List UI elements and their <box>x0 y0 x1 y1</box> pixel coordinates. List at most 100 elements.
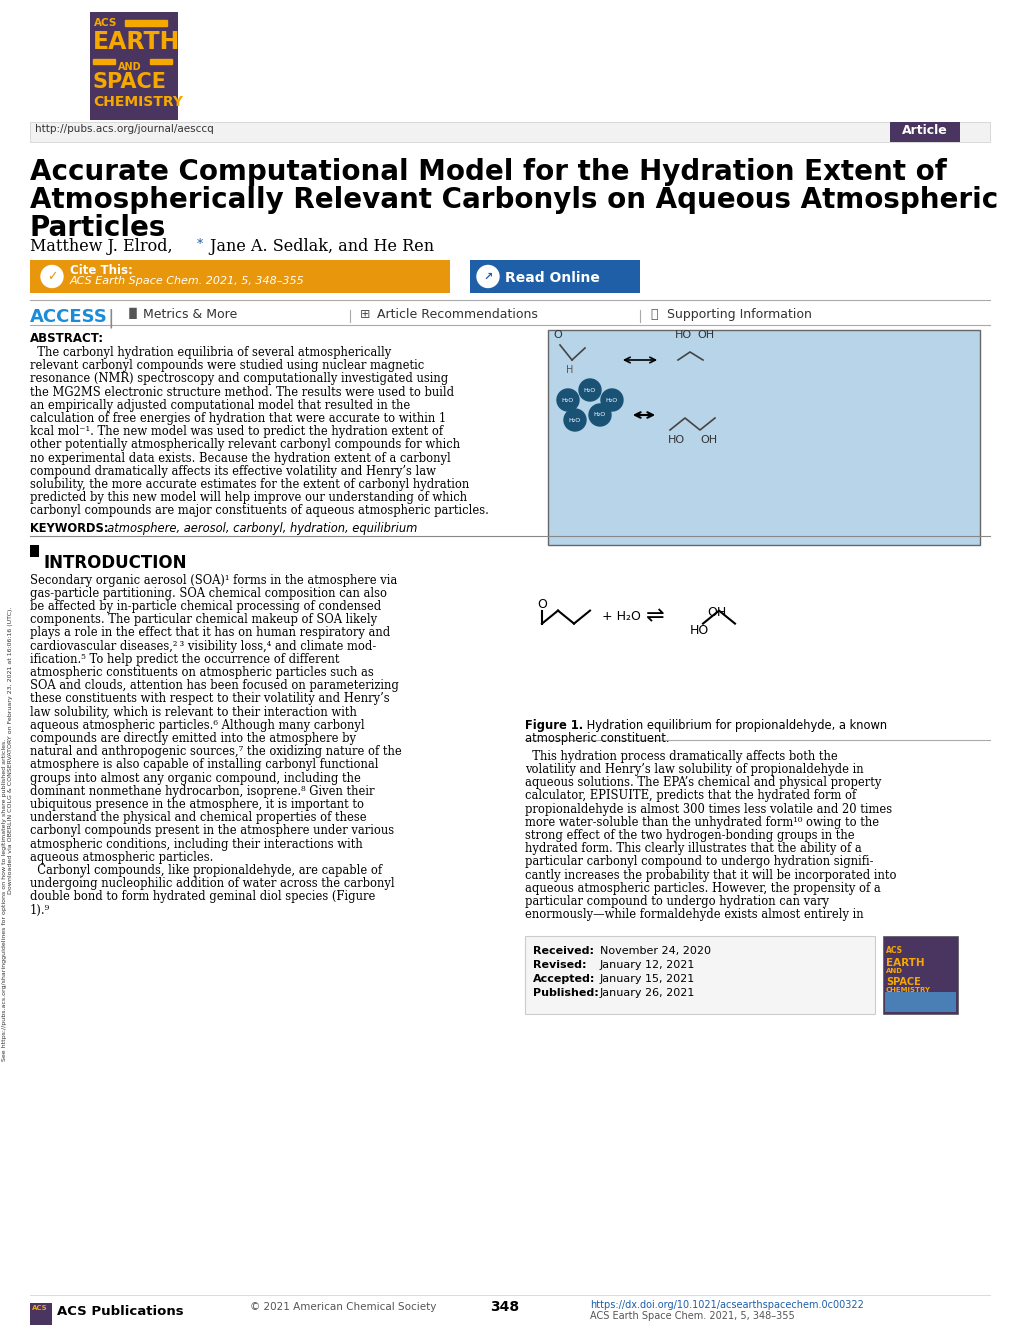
Text: SPACE: SPACE <box>93 72 167 92</box>
Text: The carbonyl hydration equilibria of several atmospherically: The carbonyl hydration equilibria of sev… <box>30 346 391 359</box>
Text: atmosphere is also capable of installing carbonyl functional: atmosphere is also capable of installing… <box>30 759 378 771</box>
Circle shape <box>579 379 600 402</box>
Text: relevant carbonyl compounds were studied using nuclear magnetic: relevant carbonyl compounds were studied… <box>30 359 424 372</box>
Text: H₂O: H₂O <box>605 398 618 403</box>
Text: ACCESS: ACCESS <box>30 308 108 325</box>
Text: ACS: ACS <box>94 17 117 28</box>
Text: 348: 348 <box>489 1301 519 1314</box>
Text: November 24, 2020: November 24, 2020 <box>599 946 710 956</box>
Text: double bond to form hydrated geminal diol species (Figure: double bond to form hydrated geminal dio… <box>30 890 375 903</box>
Text: resonance (NMR) spectroscopy and computationally investigated using: resonance (NMR) spectroscopy and computa… <box>30 372 447 386</box>
Text: HO: HO <box>689 623 708 636</box>
Text: ⓢ: ⓢ <box>649 308 657 321</box>
Text: January 15, 2021: January 15, 2021 <box>599 974 695 984</box>
Text: Atmospherically Relevant Carbonyls on Aqueous Atmospheric: Atmospherically Relevant Carbonyls on Aq… <box>30 185 998 213</box>
Bar <box>525 936 874 1014</box>
Bar <box>30 121 989 141</box>
Text: dominant nonmethane hydrocarbon, isoprene.⁸ Given their: dominant nonmethane hydrocarbon, isopren… <box>30 784 374 798</box>
Text: EARTH: EARTH <box>886 958 923 968</box>
Text: atmospheric constituent.: atmospheric constituent. <box>525 732 668 744</box>
Text: more water-soluble than the unhydrated form¹⁰ owing to the: more water-soluble than the unhydrated f… <box>525 816 878 828</box>
Text: understand the physical and chemical properties of these: understand the physical and chemical pro… <box>30 811 366 824</box>
Text: Accurate Computational Model for the Hydration Extent of: Accurate Computational Model for the Hyd… <box>30 157 946 185</box>
Text: natural and anthropogenic sources,⁷ the oxidizing nature of the: natural and anthropogenic sources,⁷ the … <box>30 746 401 758</box>
Text: plays a role in the effect that it has on human respiratory and: plays a role in the effect that it has o… <box>30 627 390 639</box>
Circle shape <box>41 265 63 288</box>
Text: ACS: ACS <box>886 946 902 955</box>
Text: carbonyl compounds are major constituents of aqueous atmospheric particles.: carbonyl compounds are major constituent… <box>30 504 488 518</box>
Text: an empirically adjusted computational model that resulted in the: an empirically adjusted computational mo… <box>30 399 410 412</box>
Text: other potentially atmospherically relevant carbonyl compounds for which: other potentially atmospherically releva… <box>30 439 460 451</box>
Text: undergoing nucleophilic addition of water across the carbonyl: undergoing nucleophilic addition of wate… <box>30 878 394 890</box>
Circle shape <box>556 390 579 411</box>
Text: OH: OH <box>699 435 716 446</box>
Text: calculation of free energies of hydration that were accurate to within 1: calculation of free energies of hydratio… <box>30 412 446 426</box>
Text: © 2021 American Chemical Society: © 2021 American Chemical Society <box>250 1302 436 1313</box>
Text: aqueous atmospheric particles.⁶ Although many carbonyl: aqueous atmospheric particles.⁶ Although… <box>30 719 364 732</box>
Bar <box>884 992 955 1013</box>
Text: propionaldehyde is almost 300 times less volatile and 20 times: propionaldehyde is almost 300 times less… <box>525 803 892 815</box>
Text: components. The particular chemical makeup of SOA likely: components. The particular chemical make… <box>30 614 377 626</box>
Text: ubiquitous presence in the atmosphere, it is important to: ubiquitous presence in the atmosphere, i… <box>30 798 364 811</box>
Text: ↗: ↗ <box>483 272 492 281</box>
Text: aqueous solutions. The EPA’s chemical and physical property: aqueous solutions. The EPA’s chemical an… <box>525 776 880 790</box>
Text: predicted by this new model will help improve our understanding of which: predicted by this new model will help im… <box>30 491 467 504</box>
Text: ACS: ACS <box>32 1305 48 1311</box>
Text: gas-particle partitioning. SOA chemical composition can also: gas-particle partitioning. SOA chemical … <box>30 587 386 600</box>
Text: Read Online: Read Online <box>504 271 599 285</box>
Text: INTRODUCTION: INTRODUCTION <box>44 554 187 571</box>
Text: Metrics & More: Metrics & More <box>143 308 237 321</box>
Text: compound dramatically affects its effective volatility and Henry’s law: compound dramatically affects its effect… <box>30 464 435 478</box>
Text: cantly increases the probability that it will be incorporated into: cantly increases the probability that it… <box>525 868 896 882</box>
Text: SPACE: SPACE <box>886 978 920 987</box>
Text: Article: Article <box>901 124 947 137</box>
Bar <box>470 260 639 293</box>
Text: hydrated form. This clearly illustrates that the ability of a: hydrated form. This clearly illustrates … <box>525 842 861 855</box>
Text: |: | <box>108 308 114 328</box>
Text: aqueous atmospheric particles. However, the propensity of a: aqueous atmospheric particles. However, … <box>525 882 879 895</box>
Bar <box>30 544 39 556</box>
Text: http://pubs.acs.org/journal/aesccq: http://pubs.acs.org/journal/aesccq <box>35 124 214 133</box>
Text: Matthew J. Elrod,: Matthew J. Elrod, <box>30 237 172 255</box>
Text: OH: OH <box>696 329 713 340</box>
Text: atmospheric conditions, including their interactions with: atmospheric conditions, including their … <box>30 838 363 851</box>
Circle shape <box>564 410 586 431</box>
Bar <box>30 1303 52 1325</box>
Text: Article Recommendations: Article Recommendations <box>377 308 537 321</box>
Text: Supporting Information: Supporting Information <box>666 308 811 321</box>
Text: Revised:: Revised: <box>533 960 586 970</box>
Text: enormously—while formaldehyde exists almost entirely in: enormously—while formaldehyde exists alm… <box>525 908 863 922</box>
Text: O: O <box>537 598 546 611</box>
Text: calculator, EPISUITE, predicts that the hydrated form of: calculator, EPISUITE, predicts that the … <box>525 790 855 802</box>
Text: January 12, 2021: January 12, 2021 <box>599 960 695 970</box>
Text: HO: HO <box>675 329 692 340</box>
Text: Accepted:: Accepted: <box>533 974 595 984</box>
Text: volatility and Henry’s law solubility of propionaldehyde in: volatility and Henry’s law solubility of… <box>525 763 863 776</box>
Text: carbonyl compounds present in the atmosphere under various: carbonyl compounds present in the atmosp… <box>30 824 393 838</box>
Circle shape <box>600 390 623 411</box>
Bar <box>93 59 115 64</box>
Text: the MG2MS electronic structure method. The results were used to build: the MG2MS electronic structure method. T… <box>30 386 453 399</box>
Text: ✓: ✓ <box>47 269 57 283</box>
Text: Jane A. Sedlak, and He Ren: Jane A. Sedlak, and He Ren <box>205 237 434 255</box>
Text: Downloaded via OBERLIN COLG & CONSERVATORY on February 23, 2021 at 16:06:16 (UTC: Downloaded via OBERLIN COLG & CONSERVATO… <box>8 607 13 894</box>
Text: be affected by in-particle chemical processing of condensed: be affected by in-particle chemical proc… <box>30 600 381 614</box>
Text: particular carbonyl compound to undergo hydration signifi-: particular carbonyl compound to undergo … <box>525 855 872 868</box>
Text: ABSTRACT:: ABSTRACT: <box>30 332 104 346</box>
Text: particular compound to undergo hydration can vary: particular compound to undergo hydration… <box>525 895 828 908</box>
Text: + H₂O: + H₂O <box>601 610 640 623</box>
Text: AND: AND <box>886 968 902 974</box>
Text: CHEMISTRY: CHEMISTRY <box>93 95 182 109</box>
Bar <box>525 574 989 714</box>
Text: See https://pubs.acs.org/sharingguidelines for options on how to legitimately sh: See https://pubs.acs.org/sharingguidelin… <box>2 739 7 1061</box>
Text: ACS Earth Space Chem. 2021, 5, 348–355: ACS Earth Space Chem. 2021, 5, 348–355 <box>70 276 305 285</box>
Text: Hydration equilibrium for propionaldehyde, a known: Hydration equilibrium for propionaldehyd… <box>583 719 887 731</box>
Text: CHEMISTRY: CHEMISTRY <box>886 987 930 994</box>
Text: O: O <box>553 329 561 340</box>
Text: ACS Publications: ACS Publications <box>57 1305 183 1318</box>
Text: H₂O: H₂O <box>593 412 605 418</box>
Text: January 26, 2021: January 26, 2021 <box>599 988 695 998</box>
Text: H₂O: H₂O <box>583 387 595 392</box>
Text: SOA and clouds, attention has been focused on parameterizing: SOA and clouds, attention has been focus… <box>30 679 398 692</box>
Text: EARTH: EARTH <box>93 29 180 53</box>
